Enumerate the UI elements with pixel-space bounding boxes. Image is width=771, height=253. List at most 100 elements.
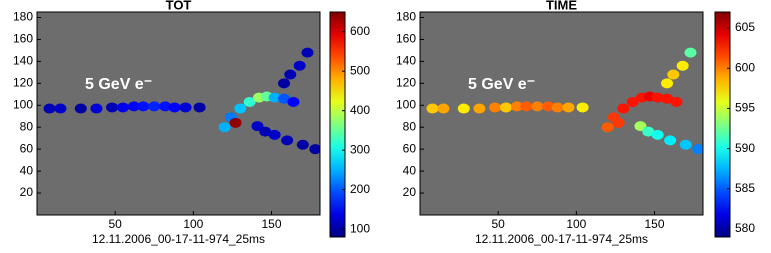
colorbar-tick-label: 300	[350, 142, 370, 156]
annotation: 5 GeV e⁻	[468, 76, 535, 93]
hit-blob	[531, 101, 544, 112]
colorbar-tick-label: 595	[735, 101, 755, 115]
colorbar-tick-label: 200	[350, 182, 370, 196]
points	[426, 47, 703, 155]
y-tick-label: 180	[13, 10, 33, 24]
plot-background	[420, 12, 703, 215]
colorbar-tick-label: 600	[735, 60, 755, 74]
y-tick-label: 140	[13, 54, 33, 68]
hit-blob	[74, 103, 87, 114]
x-tick-label: 150	[262, 217, 282, 231]
annotation: 5 GeV e⁻	[85, 76, 152, 93]
colorbar	[329, 11, 346, 238]
hit-blob	[116, 102, 129, 113]
hit-blob	[679, 139, 692, 150]
hit-blob	[551, 102, 564, 113]
chart-title: TOT	[166, 0, 192, 12]
hit-blob	[562, 102, 575, 113]
y-tick-label: 40	[403, 163, 417, 177]
hit-blob	[106, 102, 119, 113]
y-tick-label: 100	[396, 97, 416, 111]
y-tick-label: 80	[20, 119, 34, 133]
colorbar-tick-label: 580	[735, 221, 755, 235]
plot-background	[37, 12, 320, 215]
hit-blob	[626, 96, 639, 107]
chart-title: TIME	[546, 0, 577, 12]
y-tick-label: 160	[13, 32, 33, 46]
hit-blob	[499, 102, 512, 113]
hit-blob	[159, 101, 172, 112]
hit-blob	[426, 103, 439, 114]
hit-blob	[667, 69, 680, 80]
hit-blob	[43, 103, 56, 114]
hit-blob	[218, 122, 231, 133]
hit-blob	[661, 93, 674, 104]
y-tick-label: 40	[20, 163, 34, 177]
colorbar-tick-label: 585	[735, 181, 755, 195]
hit-blob	[229, 117, 242, 128]
hit-blob	[90, 103, 103, 114]
hit-blob	[148, 101, 161, 112]
hit-blob	[576, 102, 589, 113]
hit-blob	[301, 47, 314, 58]
hit-blob	[179, 102, 192, 113]
hit-blob	[661, 78, 674, 89]
colorbar-tick-label: 600	[350, 24, 370, 38]
y-tick-label: 120	[13, 75, 33, 89]
hit-blob	[251, 121, 264, 132]
x-axis-label: 12.11.2006_00-17-11-974_25ms	[475, 232, 648, 246]
colorbar-tick-label: 590	[735, 141, 755, 155]
points	[43, 47, 320, 155]
hit-blob	[510, 101, 523, 112]
y-tick-label: 120	[396, 75, 416, 89]
x-tick-label: 100	[183, 217, 203, 231]
hit-blob	[278, 78, 291, 89]
hit-blob	[684, 47, 697, 58]
hit-blob	[287, 96, 300, 107]
hit-blob	[670, 96, 683, 107]
hit-blob	[634, 121, 647, 132]
plot-frame	[36, 11, 321, 216]
y-tick-label: 60	[20, 141, 34, 155]
colorbar-tick-label: 100	[350, 221, 370, 235]
hit-blob	[54, 103, 67, 114]
hit-blob	[259, 126, 272, 137]
hit-blob	[281, 135, 294, 146]
hit-blob	[193, 102, 206, 113]
colorbar-tick-label: 500	[350, 63, 370, 77]
hit-blob	[168, 102, 181, 113]
y-tick-label: 140	[396, 54, 416, 68]
y-tick-label: 180	[396, 10, 416, 24]
y-tick-label: 20	[403, 185, 417, 199]
hit-blob	[651, 129, 664, 140]
colorbar-tick-label: 400	[350, 103, 370, 117]
hit-blob	[296, 139, 309, 150]
hit-blob	[601, 122, 614, 133]
hit-blob	[243, 96, 256, 107]
y-tick-label: 160	[396, 32, 416, 46]
hit-blob	[268, 129, 281, 140]
hit-blob	[489, 102, 502, 113]
hit-blob	[664, 135, 677, 146]
y-tick-label: 100	[13, 97, 33, 111]
hit-blob	[642, 126, 655, 137]
hit-blob	[278, 93, 291, 104]
x-tick-label: 50	[108, 217, 122, 231]
x-axis-label: 12.11.2006_00-17-11-974_25ms	[92, 232, 265, 246]
y-tick-label: 20	[20, 185, 34, 199]
hit-blob	[520, 101, 533, 112]
hit-blob	[473, 103, 486, 114]
x-tick-label: 100	[566, 217, 586, 231]
hit-blob	[284, 69, 297, 80]
x-tick-label: 50	[491, 217, 505, 231]
hit-blob	[309, 144, 320, 155]
hit-blob	[437, 103, 450, 114]
hit-blob	[617, 103, 630, 114]
colorbar	[714, 11, 731, 238]
y-tick-label: 80	[403, 119, 417, 133]
hit-blob	[268, 92, 281, 103]
hit-blob	[293, 60, 306, 71]
plot-frame	[419, 11, 704, 216]
x-tick-label: 150	[645, 217, 665, 231]
